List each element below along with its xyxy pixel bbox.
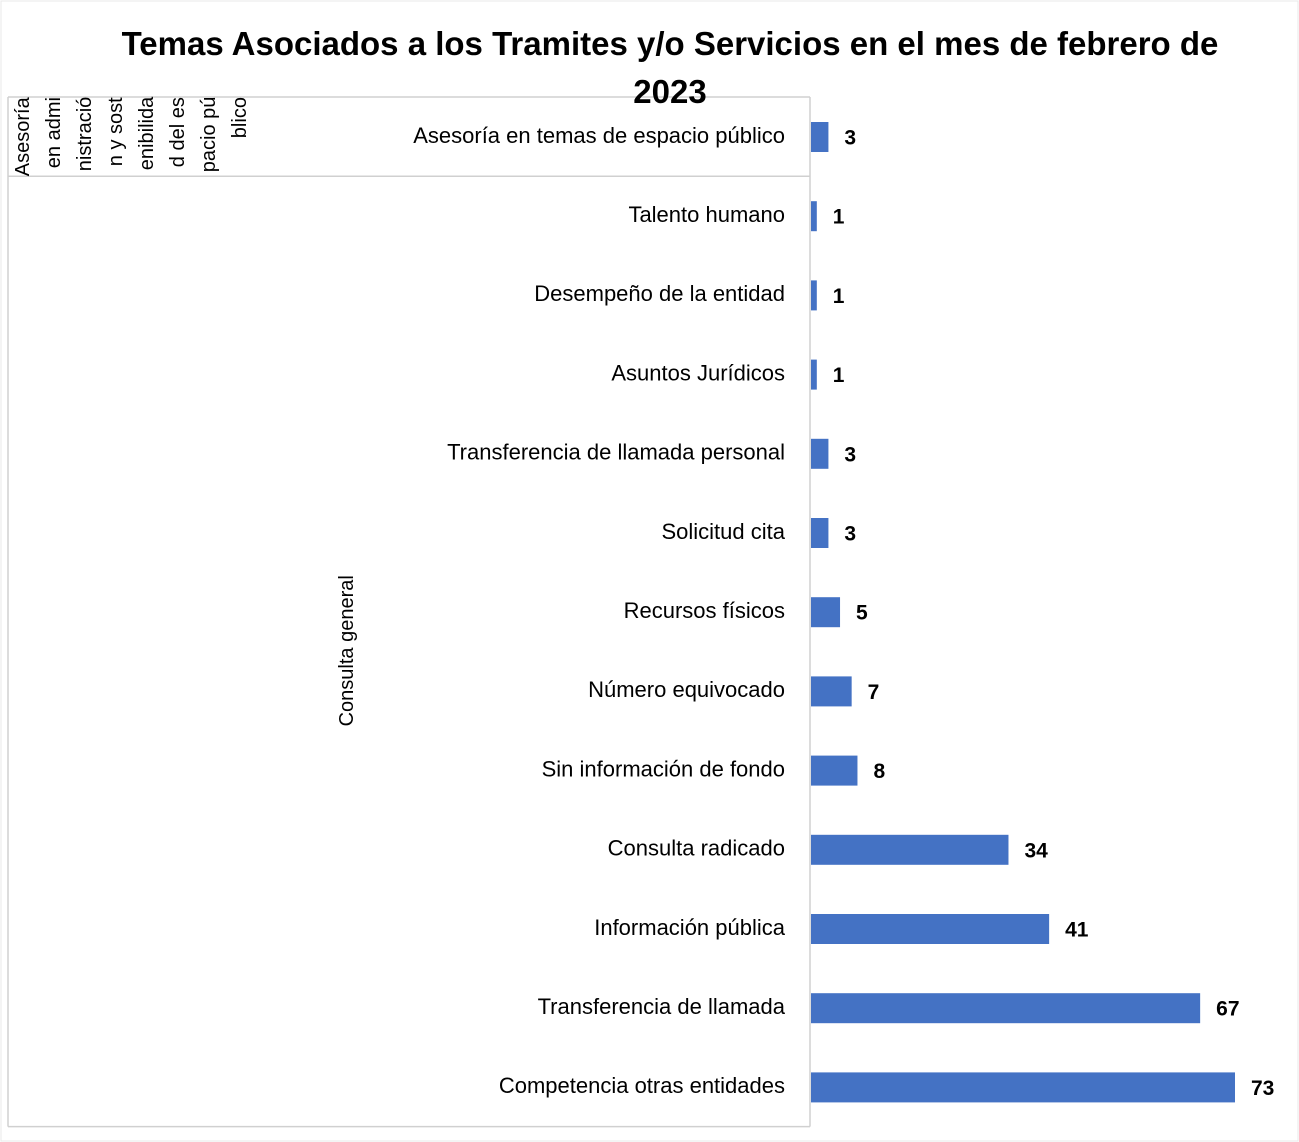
bar bbox=[811, 597, 841, 628]
value-label: 1 bbox=[833, 364, 845, 387]
category-label: Consulta radicado bbox=[608, 836, 785, 861]
value-label: 7 bbox=[868, 681, 880, 704]
group-label: Asesoría en administración y sostenibili… bbox=[12, 97, 251, 176]
category-label: Desempeño de la entidad bbox=[534, 281, 785, 306]
value-label: 34 bbox=[1024, 839, 1048, 862]
category-label: Asuntos Jurídicos bbox=[611, 360, 785, 385]
bar bbox=[811, 1072, 1235, 1103]
value-label: 5 bbox=[856, 602, 868, 625]
category-label: Talento humano bbox=[628, 202, 785, 227]
bar bbox=[811, 834, 1009, 865]
bar bbox=[811, 122, 829, 152]
bar bbox=[811, 993, 1201, 1024]
value-label: 3 bbox=[844, 443, 856, 466]
group-label: Consulta general bbox=[336, 575, 358, 727]
category-label: Recursos físicos bbox=[624, 598, 785, 623]
bar bbox=[811, 676, 852, 707]
category-label: Número equivocado bbox=[588, 677, 785, 702]
category-label: Solicitud cita bbox=[661, 519, 785, 544]
bar bbox=[811, 201, 817, 232]
chart-title: Temas Asociados a los Tramites y/o Servi… bbox=[121, 25, 1219, 110]
bar bbox=[811, 438, 829, 469]
bar bbox=[811, 755, 858, 786]
value-label: 67 bbox=[1216, 998, 1239, 1021]
category-label: Transferencia de llamada bbox=[538, 994, 786, 1019]
value-label: 73 bbox=[1251, 1077, 1274, 1100]
value-label: 41 bbox=[1065, 919, 1089, 942]
value-label: 1 bbox=[833, 285, 845, 308]
bar bbox=[811, 280, 817, 311]
category-label: Competencia otras entidades bbox=[499, 1073, 785, 1098]
category-label: Transferencia de llamada personal bbox=[447, 440, 785, 465]
category-label: Sin información de fondo bbox=[542, 756, 785, 781]
bar bbox=[811, 359, 817, 390]
category-label: Asesoría en temas de espacio público bbox=[413, 123, 785, 148]
bar bbox=[811, 518, 829, 548]
value-label: 8 bbox=[873, 760, 885, 783]
value-label: 3 bbox=[844, 523, 856, 546]
bar bbox=[811, 914, 1050, 944]
value-label: 3 bbox=[844, 127, 856, 150]
value-label: 1 bbox=[833, 206, 845, 229]
category-label: Información pública bbox=[594, 915, 786, 940]
